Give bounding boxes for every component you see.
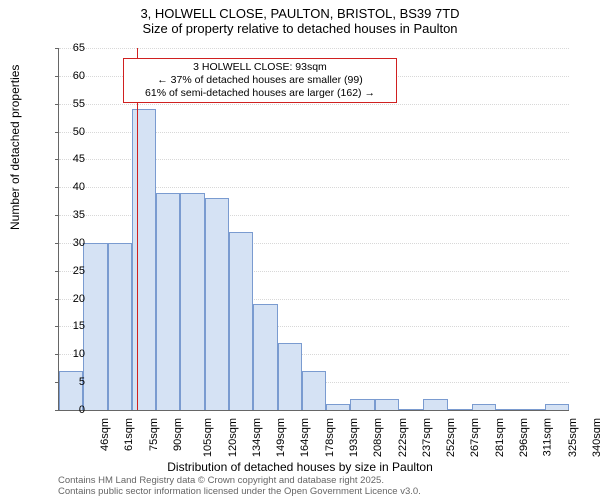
footer-line: Contains public sector information licen… [58, 487, 421, 498]
histogram-bar [180, 193, 204, 410]
title-subtitle: Size of property relative to detached ho… [0, 21, 600, 36]
chart-container: 3, HOLWELL CLOSE, PAULTON, BRISTOL, BS39… [0, 0, 600, 500]
xtick-label: 75sqm [148, 418, 160, 451]
histogram-bar [399, 409, 423, 410]
histogram-bar [156, 193, 180, 410]
annotation-line: ← 37% of detached houses are smaller (99… [130, 74, 390, 87]
histogram-bar [278, 343, 302, 410]
xtick-label: 46sqm [99, 418, 111, 451]
histogram-bar [253, 304, 277, 410]
xtick-label: 222sqm [397, 418, 409, 457]
xtick-label: 325sqm [567, 418, 579, 457]
histogram-bar [302, 371, 326, 410]
histogram-bar [448, 409, 472, 410]
annotation-line: 61% of semi-detached houses are larger (… [130, 87, 390, 100]
ytick-label: 35 [55, 209, 85, 221]
histogram-bar [326, 404, 350, 410]
xtick-label: 164sqm [300, 418, 312, 457]
xtick-label: 193sqm [348, 418, 360, 457]
ytick-label: 65 [55, 42, 85, 54]
xtick-label: 296sqm [518, 418, 530, 457]
xtick-label: 120sqm [227, 418, 239, 457]
annotation-line: 3 HOLWELL CLOSE: 93sqm [130, 61, 390, 74]
ytick-label: 5 [55, 376, 85, 388]
xtick-label: 340sqm [591, 418, 600, 457]
ytick-label: 15 [55, 320, 85, 332]
footer-attribution: Contains HM Land Registry data © Crown c… [58, 476, 421, 498]
histogram-bar [496, 409, 520, 410]
plot-area: 3 HOLWELL CLOSE: 93sqm ← 37% of detached… [58, 48, 569, 411]
x-axis-label: Distribution of detached houses by size … [0, 460, 600, 474]
histogram-bar [472, 404, 496, 410]
ytick-label: 40 [55, 181, 85, 193]
ytick-label: 10 [55, 348, 85, 360]
histogram-bar [375, 399, 399, 410]
xtick-label: 311sqm [542, 418, 554, 456]
histogram-bar [229, 232, 253, 410]
xtick-label: 134sqm [251, 418, 263, 457]
histogram-bar [350, 399, 374, 410]
xtick-label: 208sqm [372, 418, 384, 457]
histogram-bar [423, 399, 447, 410]
gridline-h [59, 48, 569, 49]
xtick-label: 281sqm [494, 418, 506, 457]
ytick-label: 55 [55, 98, 85, 110]
ytick-label: 50 [55, 126, 85, 138]
title-block: 3, HOLWELL CLOSE, PAULTON, BRISTOL, BS39… [0, 0, 600, 36]
xtick-label: 267sqm [470, 418, 482, 457]
histogram-bar [545, 404, 569, 410]
y-axis-label: Number of detached properties [8, 65, 22, 230]
histogram-bar [520, 409, 544, 410]
ytick-label: 60 [55, 70, 85, 82]
histogram-bar [83, 243, 107, 410]
ytick-label: 25 [55, 265, 85, 277]
xtick-label: 61sqm [123, 418, 135, 451]
ytick-label: 20 [55, 293, 85, 305]
xtick-label: 252sqm [445, 418, 457, 457]
histogram-bar [205, 198, 229, 410]
xtick-label: 90sqm [172, 418, 184, 451]
xtick-label: 105sqm [202, 418, 214, 457]
histogram-bar [132, 109, 156, 410]
histogram-bar [108, 243, 132, 410]
xtick-label: 178sqm [324, 418, 336, 457]
ytick-label: 45 [55, 153, 85, 165]
ytick-label: 30 [55, 237, 85, 249]
title-address: 3, HOLWELL CLOSE, PAULTON, BRISTOL, BS39… [0, 6, 600, 21]
xtick-label: 149sqm [275, 418, 287, 457]
ytick-label: 0 [55, 404, 85, 416]
gridline-h [59, 104, 569, 105]
annotation-box: 3 HOLWELL CLOSE: 93sqm ← 37% of detached… [123, 58, 397, 103]
xtick-label: 237sqm [421, 418, 433, 457]
